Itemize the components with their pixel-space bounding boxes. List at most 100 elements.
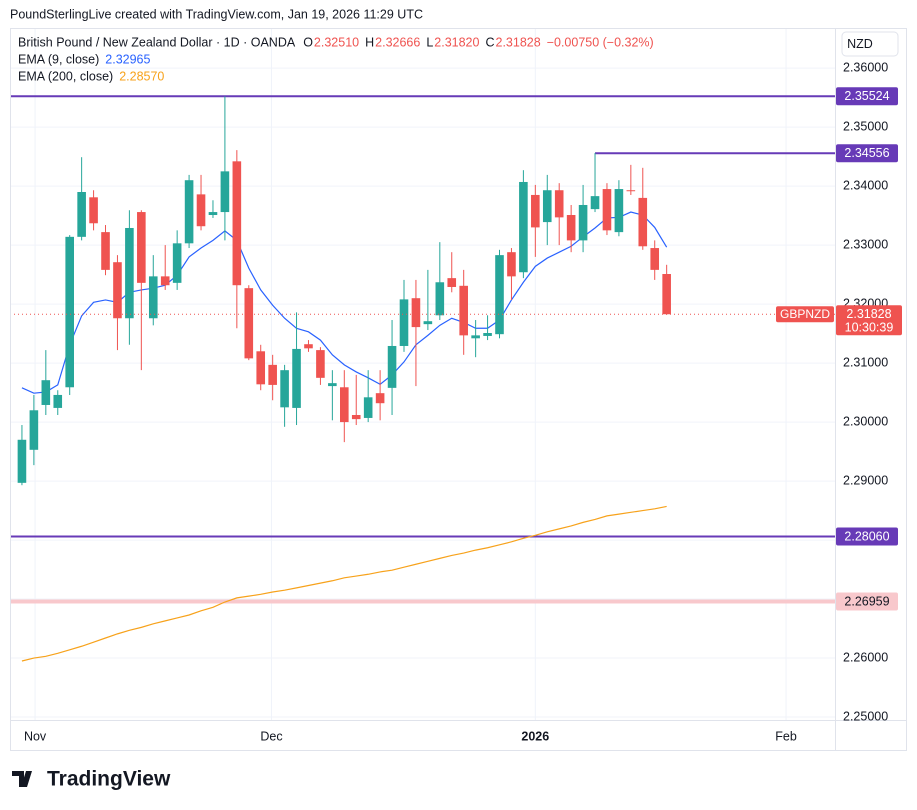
candle-body	[125, 227, 134, 319]
symbol-label: GBPNZD	[780, 307, 830, 321]
y-tick-label: 2.34000	[843, 178, 888, 192]
candle-body	[160, 276, 170, 286]
candle-body	[662, 274, 671, 315]
candle-body	[363, 397, 373, 418]
candle-body	[423, 321, 433, 325]
x-tick-label: 2026	[521, 729, 549, 743]
candle-body	[435, 282, 445, 316]
candle-body	[375, 393, 385, 404]
frame	[10, 28, 907, 751]
level-tag	[836, 144, 898, 163]
candle-body	[280, 370, 289, 408]
ohlc-value: 2.31828	[496, 35, 541, 49]
candle-body	[507, 252, 516, 277]
legend-change: −0.00750 (−0.32%)	[547, 35, 654, 49]
symbol-tag	[776, 306, 834, 323]
candle-body	[268, 364, 277, 385]
candle-body	[29, 410, 39, 450]
candle-body	[232, 161, 242, 286]
candle-body	[638, 197, 648, 247]
candle-body	[650, 248, 660, 270]
level-label: 2.35524	[844, 89, 889, 103]
currency-box[interactable]	[841, 31, 899, 57]
y-tick-label: 2.31000	[843, 355, 888, 369]
candle-body	[519, 181, 528, 273]
level-label: 2.28060	[844, 529, 889, 543]
level-tag	[836, 527, 898, 546]
candle-body	[590, 196, 600, 210]
countdown: 10:30:39	[845, 321, 894, 335]
brand[interactable]: TradingView	[47, 768, 171, 791]
axes: NZD	[10, 28, 907, 751]
legend-series-value: 2.32965	[105, 52, 150, 66]
candle-body	[89, 197, 98, 224]
candle-body	[77, 192, 86, 237]
candle-body	[304, 344, 313, 349]
credit: PoundSterlingLive created with TradingVi…	[10, 7, 423, 21]
level-label: 2.26959	[844, 594, 889, 608]
grid	[10, 28, 835, 720]
candle-body	[316, 350, 325, 378]
y-tick-label: 2.35000	[843, 119, 888, 133]
x-tick-label: Nov	[24, 729, 47, 743]
candle-body	[340, 387, 349, 423]
candle-body	[531, 194, 540, 228]
candle-body	[256, 351, 266, 385]
candle-body	[137, 212, 146, 283]
y-tick-label: 2.26000	[843, 650, 888, 664]
candle-body	[53, 394, 63, 408]
legend-series-name: EMA (200, close)	[18, 69, 113, 83]
candle-body	[328, 383, 337, 387]
candle-body	[113, 262, 122, 319]
candle-body	[208, 212, 218, 216]
ohlc-name: H	[365, 35, 374, 49]
y-tick-label: 2.36000	[843, 60, 888, 74]
price-tag	[836, 305, 902, 336]
y-tick-label: 2.25000	[843, 709, 888, 723]
ohlc-value: 2.32666	[375, 35, 420, 49]
candle-body	[411, 298, 421, 328]
level-label: 2.34556	[844, 146, 889, 160]
candle-body	[626, 190, 636, 192]
brand-logo: TradingView	[12, 768, 171, 791]
candle-body	[566, 215, 576, 241]
candle-body	[220, 171, 230, 213]
candle-body	[578, 204, 588, 241]
plot-area	[10, 95, 835, 662]
candle-body	[41, 380, 51, 405]
candle-body	[148, 276, 158, 319]
candle-body	[172, 243, 182, 283]
candle-body	[447, 278, 457, 287]
currency: NZD	[847, 37, 873, 51]
candle-body	[387, 345, 397, 388]
ema-line	[21, 505, 667, 662]
candle-body	[602, 189, 612, 231]
y-tick-label: 2.33000	[843, 237, 888, 251]
candle-body	[65, 236, 74, 388]
legend-series-name: EMA (9, close)	[18, 52, 99, 66]
candle-body	[351, 415, 361, 420]
candle-body	[196, 194, 206, 227]
candle-body	[459, 285, 468, 336]
ohlc-name: O	[303, 35, 313, 49]
y-tick-label: 2.29000	[843, 473, 888, 487]
x-tick-label: Feb	[775, 729, 797, 743]
candle-body	[483, 332, 492, 336]
legend: British Pound / New Zealand Dollar · 1D …	[18, 35, 654, 83]
legend-title: British Pound / New Zealand Dollar · 1D …	[18, 35, 296, 49]
candle-body	[495, 255, 504, 335]
candle-body	[184, 180, 194, 244]
candle-body	[554, 190, 564, 218]
x-tick-label: Dec	[260, 729, 282, 743]
legend-series-value: 2.28570	[119, 69, 164, 83]
candle-body	[471, 335, 480, 339]
candle-body	[17, 439, 27, 483]
ohlc-name: C	[485, 35, 494, 49]
axis-labels: 2.250002.260002.270002.280002.290002.300…	[24, 60, 902, 743]
level-tag	[836, 87, 898, 106]
candle-body	[292, 348, 301, 408]
candle-body	[614, 189, 624, 233]
logo-icon	[12, 771, 32, 787]
